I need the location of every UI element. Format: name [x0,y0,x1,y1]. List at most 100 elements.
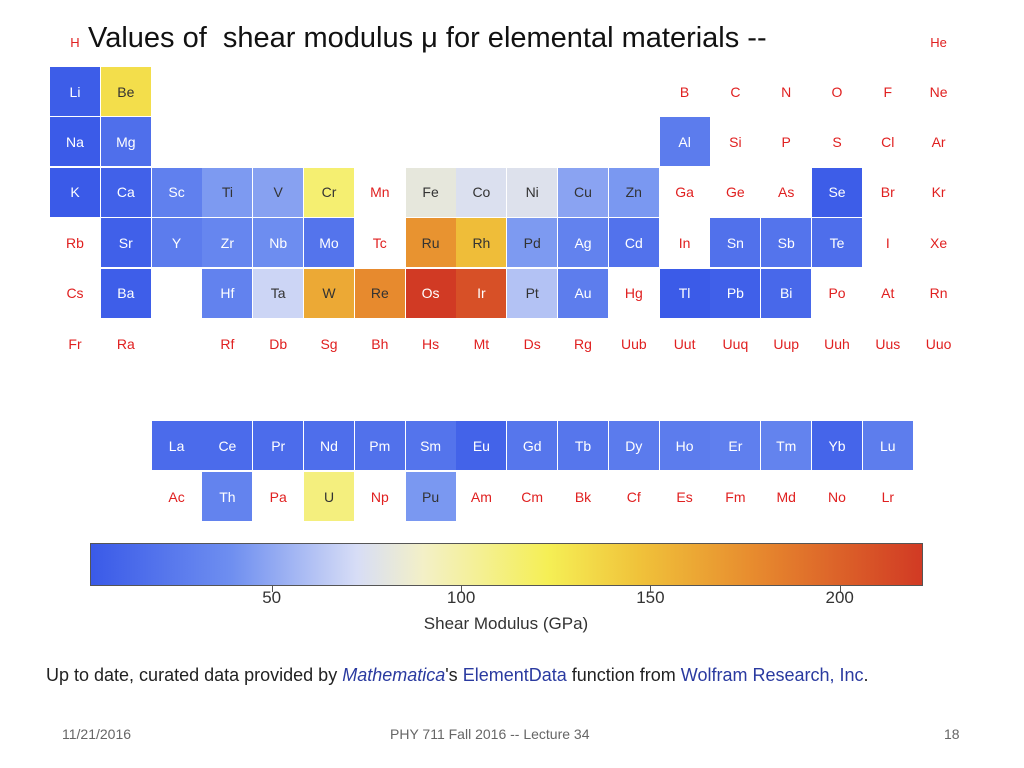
element-cell-sg: Sg [320,335,338,352]
element-cell-pa: Pa [269,488,287,505]
element-cell-md: Md [776,488,796,505]
element-cell-am: Am [470,488,492,505]
colorbar-tick-label: 50 [262,588,282,607]
element-cell-pu: Pu [405,472,456,521]
periodic-table-heatmap: H He Li Be B C N O F Ne Na Mg Al Si P S Cl Ar K Ca Sc Ti V Cr Mn… [50,34,952,521]
element-cell-pr: Pr [253,421,304,470]
element-cell-h: H [70,34,80,50]
element-cell-ca: Ca [100,167,151,217]
element-cell-at: At [881,285,895,302]
element-cell-re: Re [354,268,405,318]
slide-title: Values of shear modulus μ for elemental … [88,22,767,54]
colorbar-tick-label: 150 [636,588,665,607]
element-cell-na: Na [50,117,100,167]
element-cell-ir: Ir [456,268,507,318]
element-cell-uuo: Uuo [925,335,952,352]
footer-date: 11/21/2016 [62,726,132,742]
element-cell-la: La [151,421,202,470]
element-cell-nb: Nb [253,218,304,268]
element-cell-mn: Mn [370,184,390,201]
elementdata-link[interactable]: ElementData [462,665,567,685]
colorbar-tick [839,586,841,592]
element-cell-uut: Uut [673,335,696,352]
source-period: . [863,665,869,685]
element-cell-hf: Hf [202,268,253,318]
element-cell-rb: Rb [66,234,84,251]
element-cell-tb: Tb [558,421,608,470]
element-cell-uuq: Uuq [722,335,749,352]
element-cell-ru: Ru [405,218,456,268]
element-cell-se: Se [812,167,862,217]
element-cell-kr: Kr [931,184,946,201]
element-cell-cl: Cl [881,133,895,150]
element-cell-tc: Tc [372,234,387,251]
element-cell-si: Si [729,133,742,150]
element-cell-zn: Zn [608,167,659,217]
element-cell-zr: Zr [202,218,253,268]
element-cell-pm: Pm [354,421,405,470]
element-cell-hg: Hg [624,285,643,302]
element-cell-pb: Pb [710,268,761,318]
element-cell-n: N [781,83,792,100]
wolfram-link[interactable]: Wolfram Research, Inc [680,665,864,685]
element-cell-es: Es [676,488,693,505]
element-cell-sb: Sb [761,218,812,268]
element-cell-mt: Mt [473,335,490,352]
element-cell-v: V [253,167,304,217]
element-cell-sm: Sm [405,421,456,470]
element-cell-tm: Tm [761,421,812,470]
element-cell-fr: Fr [68,335,82,352]
element-cell-fe: Fe [405,167,456,217]
element-cell-ge: Ge [726,184,745,201]
element-cell-rg: Rg [574,335,592,352]
element-cell-lu: Lu [862,421,913,470]
element-cell-ra: Ra [116,335,135,352]
element-cell-bh: Bh [371,335,389,352]
element-cell-cm: Cm [521,488,544,505]
element-cell-eu: Eu [456,421,507,470]
source-apostrophe: 's [445,665,463,685]
element-cell-uuh: Uuh [824,335,850,352]
element-cell-gd: Gd [507,421,558,470]
element-cell-uus: Uus [875,335,901,352]
element-cell-ti: Ti [202,167,253,217]
element-cell-cf: Cf [626,488,641,505]
element-cell-ce: Ce [202,421,253,470]
source-note: Up to date, curated data provided by Mat… [46,665,869,686]
element-cell-sc: Sc [151,167,202,217]
element-cell-te: Te [812,218,862,268]
colorbar-tick [271,586,273,592]
element-cell-br: Br [880,184,895,201]
element-cell-ho: Ho [659,421,710,470]
element-cell-fm: Fm [725,488,746,505]
element-cell-k: K [50,167,100,217]
element-cell-y: Y [151,218,202,268]
element-cell-er: Er [710,421,761,470]
element-cell-he: He [930,34,947,50]
element-cell-yb: Yb [812,421,862,470]
element-cell-as: As [778,184,795,201]
element-cell-db: Db [269,335,288,352]
element-cell-ba: Ba [100,268,151,318]
element-cell-au: Au [558,268,608,318]
element-cell-mo: Mo [304,218,354,268]
element-cell-ni: Ni [507,167,558,217]
element-cell-tl: Tl [659,268,710,318]
element-cell-uub: Uub [620,335,647,352]
element-cell-cu: Cu [558,167,608,217]
element-cell-ar: Ar [931,133,946,150]
element-cell-dy: Dy [608,421,659,470]
colorbar-tick-label: 200 [825,588,854,607]
element-cell-al: Al [659,117,710,167]
element-cell-ac: Ac [168,488,185,505]
element-cell-c: C [730,83,741,100]
mathematica-link[interactable]: Mathematica [342,665,446,685]
element-cell-ds: Ds [523,335,541,352]
element-cell-sn: Sn [710,218,761,268]
element-cell-o: O [831,83,843,100]
element-cell-cr: Cr [304,167,354,217]
element-cell-ne: Ne [929,83,948,100]
element-cell-nd: Nd [304,421,354,470]
element-cell-rh: Rh [456,218,507,268]
colorbar [90,543,923,586]
